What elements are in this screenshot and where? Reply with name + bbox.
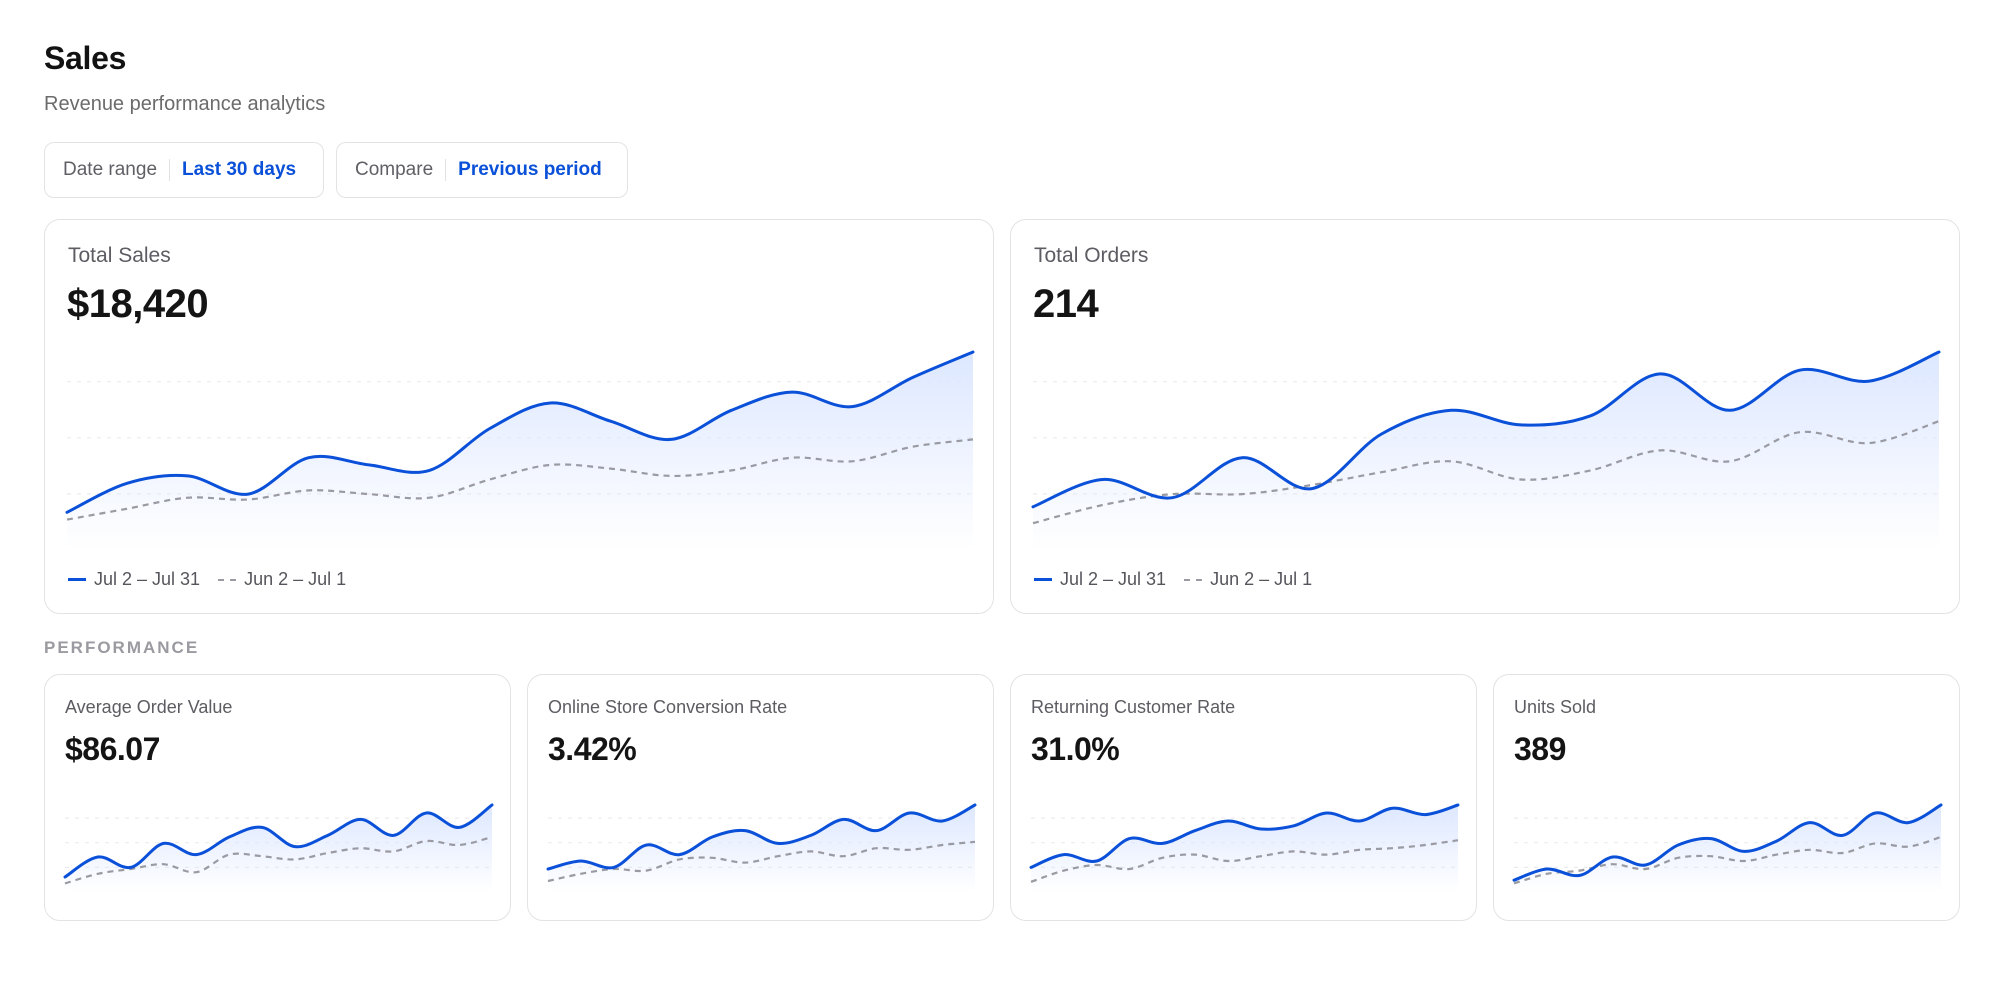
- units-sold-chart: [1512, 803, 1943, 892]
- series-line-previous: [1030, 839, 1459, 883]
- total-sales-chart: [65, 350, 975, 550]
- average-order-value-card[interactable]: Average Order Value $86.07: [44, 674, 511, 921]
- units-sold-card[interactable]: Units Sold 389: [1493, 674, 1960, 921]
- card-label: Average Order Value: [65, 697, 233, 717]
- area-fill-current: [1514, 805, 1941, 892]
- area-fill-current: [65, 805, 492, 892]
- legend-swatch-current: [1034, 578, 1052, 581]
- legend-previous-label: Jun 2 – Jul 1: [244, 569, 347, 589]
- legend-swatch-previous: [1184, 578, 1203, 581]
- legend-previous-label: Jun 2 – Jul 1: [1210, 569, 1313, 589]
- date-range-filter[interactable]: Date range Last 30 days: [44, 142, 324, 198]
- date-range-label: Date range: [63, 159, 158, 180]
- legend-current-label: Jul 2 – Jul 31: [94, 569, 201, 589]
- legend-previous: Jun 2 – Jul 1: [218, 569, 346, 590]
- area-fill-current: [1031, 805, 1458, 892]
- average-order-value-chart: [63, 803, 494, 892]
- series-line-current: [65, 350, 975, 514]
- area-fill-current: [67, 352, 973, 550]
- compare-label: Compare: [355, 159, 434, 180]
- conversion-rate-card[interactable]: Online Store Conversion Rate 3.42%: [527, 674, 994, 921]
- card-value: $86.07: [65, 731, 160, 767]
- compare-value[interactable]: Previous period: [458, 159, 602, 180]
- card-label: Units Sold: [1514, 697, 1597, 717]
- page-subtitle: Revenue performance analytics: [44, 93, 326, 115]
- legend-current: Jul 2 – Jul 31: [1034, 569, 1166, 590]
- returning-customer-rate-card[interactable]: Returning Customer Rate 31.0%: [1010, 674, 1477, 921]
- area-fill-current: [1033, 352, 1939, 550]
- legend-current: Jul 2 – Jul 31: [68, 569, 200, 590]
- total-sales-card[interactable]: Total Sales $18,420 Jul 2 – Jul 31 Jun 2…: [44, 219, 994, 614]
- card-label: Returning Customer Rate: [1031, 697, 1236, 717]
- filter-divider: [169, 159, 171, 181]
- series-line-previous: [547, 840, 976, 883]
- card-value: $18,420: [67, 282, 209, 326]
- chart-legend: Jul 2 – Jul 31 Jun 2 – Jul 1: [1034, 569, 1330, 590]
- series-line-previous: [64, 835, 493, 885]
- card-value: 214: [1033, 282, 1099, 326]
- total-orders-chart: [1031, 350, 1941, 550]
- card-label: Total Orders: [1034, 244, 1149, 267]
- card-label: Online Store Conversion Rate: [548, 697, 788, 717]
- section-label: PERFORMANCE: [44, 638, 200, 657]
- date-range-value[interactable]: Last 30 days: [182, 159, 297, 180]
- compare-filter[interactable]: Compare Previous period: [336, 142, 628, 198]
- legend-swatch-previous: [218, 578, 237, 581]
- series-line-previous: [1513, 835, 1942, 885]
- chart-legend: Jul 2 – Jul 31 Jun 2 – Jul 1: [68, 569, 364, 590]
- conversion-rate-chart: [546, 803, 977, 892]
- series-line-current: [63, 803, 494, 879]
- legend-current-label: Jul 2 – Jul 31: [1060, 569, 1167, 589]
- series-line-current: [1029, 803, 1460, 869]
- legend-swatch-current: [68, 578, 86, 581]
- series-line-current: [1031, 350, 1941, 509]
- total-orders-card[interactable]: Total Orders 214 Jul 2 – Jul 31 Jun 2 – …: [1010, 219, 1960, 614]
- card-label: Total Sales: [68, 244, 171, 267]
- returning-customer-rate-chart: [1029, 803, 1460, 892]
- series-line-current: [1512, 803, 1943, 882]
- series-line-current: [546, 803, 977, 871]
- card-value: 31.0%: [1031, 731, 1120, 767]
- card-value: 3.42%: [548, 731, 637, 767]
- area-fill-current: [548, 805, 975, 892]
- page-title: Sales: [44, 40, 127, 76]
- card-value: 389: [1514, 731, 1566, 767]
- legend-previous: Jun 2 – Jul 1: [1184, 569, 1312, 590]
- filter-divider: [445, 159, 447, 181]
